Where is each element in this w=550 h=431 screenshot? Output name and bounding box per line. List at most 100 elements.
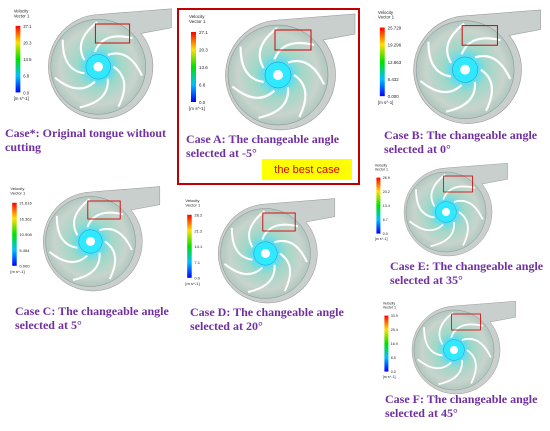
colorbar-unit: [m s^-1] bbox=[189, 106, 205, 111]
impeller-blade bbox=[461, 338, 492, 358]
caption: Case*: Original tongue without bbox=[5, 126, 166, 140]
impeller-blade bbox=[93, 35, 133, 53]
impeller-blade bbox=[416, 358, 452, 370]
colorbar-tick: 5.454 bbox=[19, 248, 30, 253]
badge-box bbox=[262, 159, 352, 180]
legend-title: Vector 1 bbox=[10, 191, 26, 196]
colorbar-unit: [m s^-1] bbox=[10, 269, 24, 274]
legend-title: Vector 1 bbox=[14, 13, 30, 18]
colorbar-tick: 13.5 bbox=[23, 57, 32, 62]
colorbar-tick: 16.9 bbox=[391, 342, 398, 346]
impeller-blade bbox=[438, 311, 454, 345]
colorbar-tick: 27.1 bbox=[199, 30, 208, 35]
tongue-marker bbox=[461, 25, 498, 46]
colorbar-tick: 0.000 bbox=[19, 264, 30, 269]
tongue-marker bbox=[87, 200, 121, 220]
colorbar-tick: 0.000 bbox=[388, 94, 400, 99]
colorbar-tick: 6.8 bbox=[23, 74, 30, 79]
impeller-blade bbox=[247, 264, 276, 293]
impeller-blade bbox=[415, 189, 435, 219]
legend-title: Vector 1 bbox=[375, 167, 388, 171]
legend-title: Velocity bbox=[189, 14, 205, 19]
tongue-marker bbox=[262, 212, 296, 232]
impeller-blade bbox=[450, 323, 484, 338]
colorbar-tick: 0.0 bbox=[199, 100, 206, 105]
colorbar-tick: 6.7 bbox=[383, 218, 388, 222]
colorbar-tick: 20.2 bbox=[383, 190, 390, 194]
colorbar-tick: 25.729 bbox=[388, 26, 402, 31]
legend-title: Vector 1 bbox=[189, 19, 206, 24]
impeller-blade bbox=[248, 210, 266, 248]
impeller-blade bbox=[430, 221, 455, 248]
caption: selected at 20° bbox=[190, 319, 263, 333]
impeller-blade bbox=[258, 87, 290, 119]
caption: selected at -5° bbox=[186, 146, 257, 160]
impeller-blade bbox=[438, 359, 463, 386]
badge: the best case bbox=[274, 164, 339, 176]
legend-title: Vector 1 bbox=[378, 15, 395, 20]
caption: cutting bbox=[5, 140, 41, 154]
impeller-blade bbox=[419, 80, 463, 94]
impeller-blade bbox=[55, 215, 78, 249]
colorbar-tick: 13.4 bbox=[383, 204, 390, 208]
impeller-blade bbox=[72, 252, 101, 281]
impeller-blade bbox=[423, 327, 443, 357]
colorbar-tick: 0.0 bbox=[194, 276, 200, 281]
impeller-blade bbox=[273, 41, 315, 60]
impeller-blade bbox=[466, 349, 477, 384]
impeller-blade bbox=[231, 85, 276, 99]
colorbar bbox=[384, 315, 389, 372]
caption: Case C: The changeable angle bbox=[15, 304, 169, 318]
impeller-blade bbox=[480, 68, 493, 112]
colorbar-tick: 33.9 bbox=[391, 314, 398, 318]
highlight-frame bbox=[177, 8, 360, 185]
impeller-blade bbox=[287, 60, 326, 85]
caption: selected at 35° bbox=[390, 273, 463, 287]
impeller-blade bbox=[279, 252, 292, 292]
impeller-blade bbox=[460, 37, 501, 55]
legend-title: Velocity bbox=[378, 10, 394, 15]
impeller-blade bbox=[79, 78, 109, 109]
caption: Case F: The changeable angle bbox=[385, 392, 538, 406]
legend-title: Velocity bbox=[375, 163, 388, 167]
legend-title: Velocity bbox=[185, 198, 200, 203]
impeller-blade bbox=[427, 41, 452, 78]
impeller-blade bbox=[230, 227, 253, 261]
colorbar bbox=[15, 25, 21, 93]
colorbar-tick: 0.0 bbox=[23, 90, 30, 95]
caption: selected at 45° bbox=[385, 406, 458, 420]
tongue-marker bbox=[451, 313, 481, 331]
caption: selected at 0° bbox=[384, 142, 451, 156]
colorbar-tick: 27.1 bbox=[23, 24, 32, 29]
impeller-blade bbox=[48, 251, 88, 263]
colorbar-unit: [m s^-1] bbox=[375, 237, 388, 241]
impeller-blade bbox=[107, 52, 143, 77]
colorbar-unit: [m s^-1] bbox=[185, 281, 199, 286]
colorbar-tick: 0.0 bbox=[391, 370, 396, 374]
impeller-blade bbox=[458, 211, 469, 246]
colorbar bbox=[187, 214, 192, 278]
impeller-blade bbox=[99, 228, 133, 251]
colorbar bbox=[379, 27, 385, 97]
colorbar-tick: 13.6 bbox=[199, 65, 208, 70]
tongue-marker bbox=[94, 23, 131, 44]
colorbar-tick: 28.2 bbox=[194, 213, 203, 218]
impeller-blade bbox=[54, 76, 96, 90]
colorbar-tick: 16.362 bbox=[19, 216, 32, 221]
impeller-blade bbox=[104, 240, 117, 280]
legend-title: Vector 1 bbox=[383, 305, 396, 309]
colorbar-unit: [m s^-1] bbox=[378, 100, 394, 105]
colorbar-tick: 20.3 bbox=[23, 40, 32, 45]
impeller-blade bbox=[430, 173, 446, 207]
shaft bbox=[86, 237, 95, 246]
colorbar-unit: [m s^-1] bbox=[14, 96, 29, 101]
colorbar-tick: 25.4 bbox=[391, 328, 398, 332]
impeller-blade bbox=[293, 74, 307, 118]
legend-title: Vector 1 bbox=[185, 203, 201, 208]
colorbar-tick: 0.0 bbox=[383, 232, 388, 236]
colorbar-tick: 10.908 bbox=[19, 232, 32, 237]
colorbar-tick: 8.5 bbox=[391, 356, 396, 360]
